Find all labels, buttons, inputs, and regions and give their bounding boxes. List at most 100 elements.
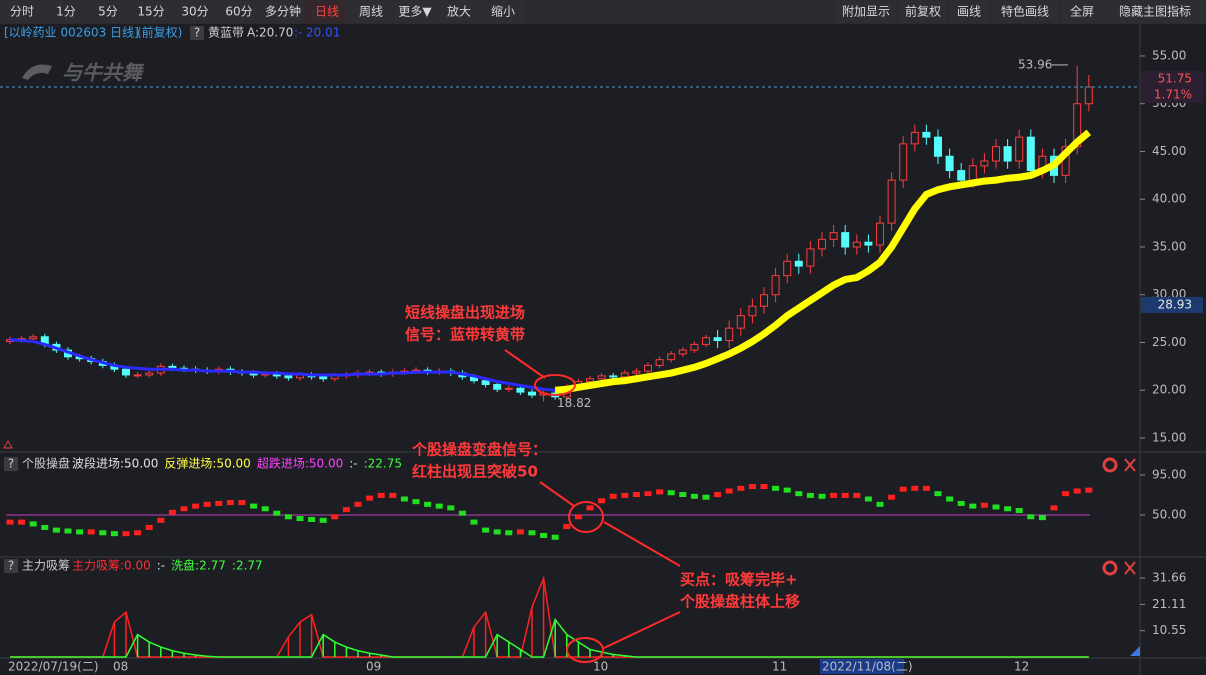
candle-body <box>899 143 908 181</box>
indicator-bar <box>157 517 165 523</box>
candle-body <box>644 364 652 372</box>
toolbar-button-label[interactable]: 周线 <box>359 5 383 19</box>
candle-body <box>597 375 606 380</box>
candle-body <box>968 165 977 181</box>
spike-outline <box>10 618 1089 658</box>
close-button[interactable] <box>1124 561 1136 575</box>
indicator-bar <box>319 517 327 523</box>
help-button[interactable] <box>4 559 18 573</box>
toolbar-button-label[interactable]: 前复权 <box>905 4 941 19</box>
candle-body <box>481 380 490 385</box>
legend-entry: 主力吸筹:0.00 <box>72 559 151 573</box>
settings-button[interactable] <box>1102 457 1118 473</box>
legend-entry: 波段进场:50.00 <box>72 456 158 471</box>
indicator-bar <box>458 510 466 516</box>
toolbar-button-label[interactable]: 分时 <box>10 5 34 19</box>
indicator-bar <box>621 492 629 498</box>
toolbar-button-label[interactable]: 特色画线 <box>1001 4 1049 19</box>
indicator-bar <box>482 527 490 533</box>
stock-title: [以岭药业 002603 日线] <box>4 26 139 40</box>
toolbar-button[interactable] <box>992 1 1058 23</box>
candle-body <box>794 260 803 267</box>
toolbar-button[interactable] <box>262 1 304 23</box>
help-button[interactable] <box>4 457 18 471</box>
indicator-bar <box>551 534 559 540</box>
candle-body <box>667 353 676 361</box>
indicator-bar <box>52 527 60 533</box>
indicator-bar <box>64 528 72 534</box>
legend-entry: 超跌进场:50.00 <box>257 456 343 471</box>
legend-entry: 洗盘:2.77 <box>171 558 226 573</box>
toolbar-button-label[interactable]: 放大 <box>447 4 471 19</box>
indicator-bar <box>1027 514 1035 520</box>
warning-icon <box>3 439 13 449</box>
toolbar-button-label[interactable]: 更多▼ <box>398 5 432 19</box>
candle-body <box>284 375 293 379</box>
toolbar-button[interactable] <box>836 1 896 23</box>
indicator-bar <box>795 491 803 497</box>
toolbar-button[interactable] <box>482 1 524 23</box>
indicator-bar <box>493 529 501 535</box>
toolbar-button[interactable] <box>0 1 44 23</box>
toolbar-button[interactable] <box>306 1 348 23</box>
toolbar-button-label[interactable]: 缩小 <box>491 4 515 19</box>
toolbar-button[interactable] <box>130 1 172 23</box>
date-highlight <box>820 659 904 674</box>
candle-body <box>528 391 536 396</box>
indicator-bar <box>1038 515 1046 521</box>
annotations: 短线操盘出现进场 信号：蓝带转黄带 个股操盘变盘信号： 红柱出现且突破50 买点… <box>405 304 800 611</box>
toolbar-button[interactable] <box>950 1 988 23</box>
toolbar-button-label[interactable]: 日线 <box>315 5 339 19</box>
toolbar-button[interactable] <box>218 1 260 23</box>
indicator-bar <box>679 492 687 498</box>
candle-body <box>864 241 873 246</box>
indicator-bar <box>203 501 211 507</box>
indicator-bar <box>18 519 26 525</box>
toolbar-button-label[interactable]: 多分钟 <box>265 4 301 19</box>
help-button[interactable] <box>190 26 204 40</box>
toolbar-button[interactable] <box>438 1 480 23</box>
settings-button[interactable] <box>1102 560 1118 576</box>
toolbar-button-label[interactable]: 隐藏主图指标 <box>1119 4 1191 19</box>
legend-entry: :22.75 <box>364 457 402 471</box>
toolbar-button-label[interactable]: 15分 <box>137 5 164 19</box>
indicator-bar <box>226 500 234 506</box>
toolbar-button-label[interactable]: 全屏 <box>1070 4 1094 19</box>
close-button[interactable] <box>1124 458 1136 472</box>
indicator-bar <box>772 485 780 491</box>
indicator-bar <box>980 502 988 508</box>
toolbar-button-label[interactable]: 画线 <box>957 5 981 19</box>
indicator-bar <box>864 496 872 502</box>
price-box <box>1141 296 1203 313</box>
callout <box>534 374 576 396</box>
help-icon[interactable]: ? <box>8 559 14 573</box>
toolbar-button[interactable] <box>1106 1 1204 23</box>
indicator-bar <box>540 532 548 538</box>
toolbar-button[interactable] <box>46 1 86 23</box>
help-icon[interactable]: ? <box>194 26 200 40</box>
toolbar-button-label[interactable]: 附加显示 <box>842 5 890 19</box>
toolbar-button[interactable] <box>88 1 128 23</box>
indicator-name: 黄蓝带 <box>208 26 244 40</box>
y-tick-label: 40.00 <box>1152 192 1186 206</box>
y-tick-label: 21.11 <box>1152 597 1186 611</box>
toolbar-button[interactable] <box>394 1 436 23</box>
indicator-bar <box>134 530 142 536</box>
indicator-bar <box>41 524 49 530</box>
toolbar-button-label[interactable]: 5分 <box>98 5 118 19</box>
annotation: 个股操盘柱体上移 <box>679 593 800 611</box>
toolbar-button[interactable] <box>350 1 392 23</box>
toolbar-button-label[interactable]: 30分 <box>181 5 208 19</box>
help-icon[interactable]: ? <box>8 457 14 471</box>
y-tick-label: 55.00 <box>1152 48 1186 62</box>
toolbar-button[interactable] <box>900 1 946 23</box>
toolbar-button-label[interactable]: 1分 <box>56 5 76 19</box>
toolbar-button[interactable] <box>174 1 216 23</box>
toolbar-button[interactable] <box>1062 1 1102 23</box>
indicator-bar <box>528 530 536 536</box>
indicator-bar <box>99 530 107 536</box>
indicator-bar <box>331 514 339 520</box>
indicator-bar <box>1085 487 1093 493</box>
toolbar-button-label[interactable]: 60分 <box>225 5 252 19</box>
